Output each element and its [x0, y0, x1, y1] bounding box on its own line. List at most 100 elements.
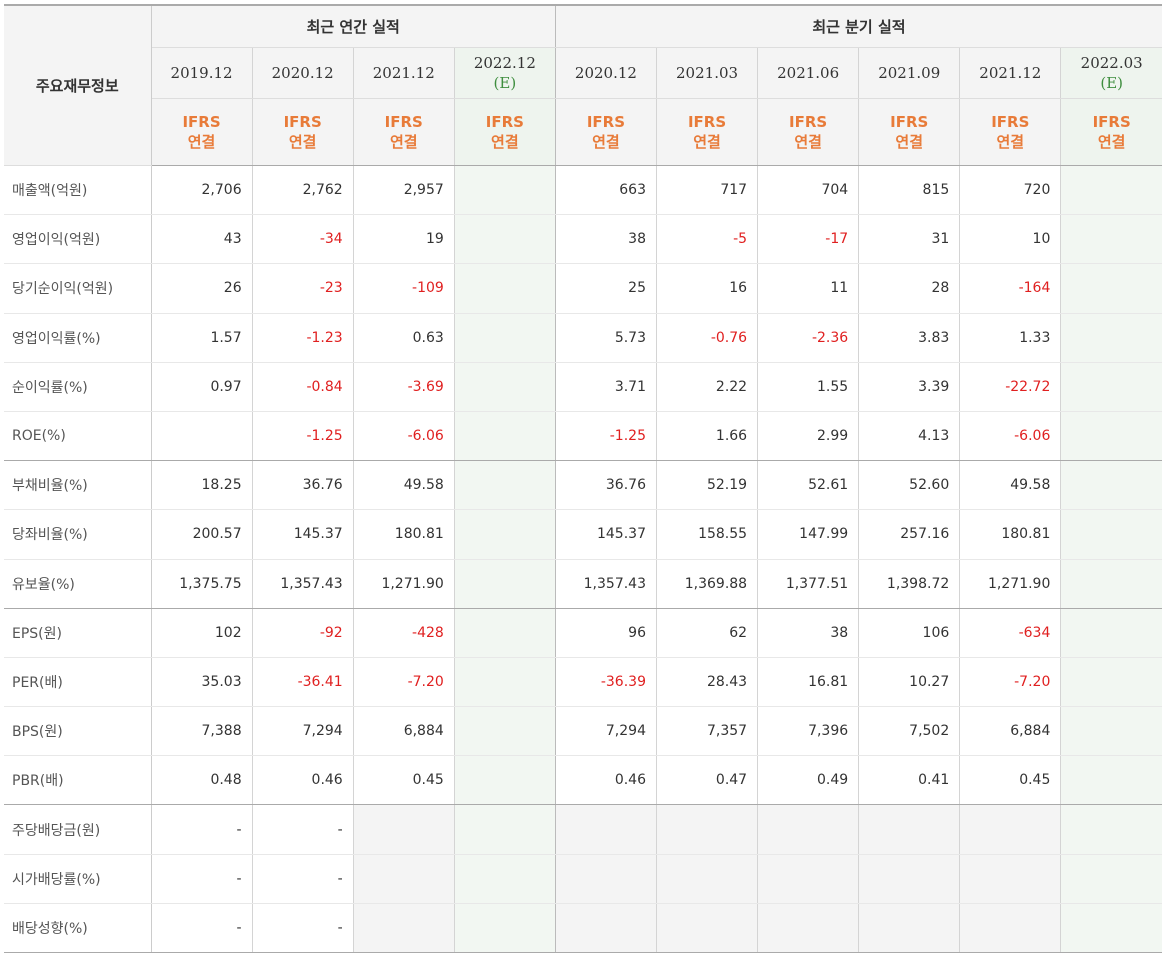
basis-scope: 연결 — [996, 133, 1025, 151]
data-cell — [453, 460, 556, 511]
basis-standard: IFRS — [687, 113, 727, 131]
data-cell — [757, 903, 859, 954]
table-row: 부채비율(%) 18.25 36.76 49.58 36.76 52.19 52.61 52.… — [4, 460, 1162, 511]
data-cell — [554, 804, 657, 855]
basis-header: IFRS 연결 — [1060, 98, 1162, 166]
data-cell: 1,398.72 — [858, 559, 960, 609]
table-row: 주당배당금(원) - - — [4, 804, 1162, 855]
data-cell: 52.60 — [858, 460, 960, 511]
data-cell: 0.47 — [655, 755, 758, 806]
data-cell: -1.25 — [251, 411, 354, 462]
period-header: 2022.03 (E) — [1060, 47, 1162, 99]
basis-header: IFRS 연결 — [655, 98, 758, 166]
data-cell — [1060, 263, 1162, 314]
financial-summary-table: 주요재무정보 최근 연간 실적 최근 분기 실적 2019.12 2020.12 2… — [4, 4, 1162, 954]
basis-header: IFRS 연결 — [453, 98, 556, 166]
basis-scope: 연결 — [389, 133, 418, 151]
data-cell — [1060, 362, 1162, 412]
data-cell: 35.03 — [151, 657, 253, 708]
data-cell: -2.36 — [757, 313, 859, 363]
basis-standard: IFRS — [182, 113, 221, 131]
period-header-row: 2019.12 2020.12 2021.12 2022.12 (E) 2020.12 20… — [4, 47, 1162, 99]
data-cell — [959, 804, 1061, 855]
data-cell: -6.06 — [352, 411, 455, 462]
table-row: PBR(배) 0.48 0.46 0.45 0.46 0.47 0.49 0.41 0.45 — [4, 755, 1162, 806]
data-cell: 52.19 — [655, 460, 758, 511]
estimate-mark: (E) — [493, 74, 517, 92]
period-header: 2021.03 — [655, 47, 758, 99]
data-cell — [1060, 854, 1162, 904]
basis-header: IFRS 연결 — [757, 98, 859, 166]
data-cell: 0.49 — [757, 755, 859, 806]
data-cell: 717 — [655, 165, 758, 216]
data-cell: 36.76 — [554, 460, 657, 511]
data-cell: 38 — [554, 214, 657, 265]
data-cell: -36.39 — [554, 657, 657, 708]
data-cell — [453, 903, 556, 954]
data-cell: 1,271.90 — [959, 559, 1061, 609]
data-cell: 106 — [858, 608, 960, 658]
basis-header: IFRS 연결 — [352, 98, 455, 166]
data-cell — [1060, 903, 1162, 954]
data-cell: -0.84 — [251, 362, 354, 412]
row-label: 순이익률(%) — [4, 362, 152, 412]
data-cell: 10 — [959, 214, 1061, 265]
data-cell: - — [151, 854, 253, 904]
data-cell — [352, 804, 455, 855]
basis-scope: 연결 — [693, 133, 721, 151]
data-cell: 2,706 — [151, 165, 253, 216]
data-cell — [453, 804, 556, 855]
basis-standard: IFRS — [789, 113, 828, 131]
data-cell — [554, 903, 657, 954]
data-cell: -1.25 — [554, 411, 657, 462]
data-cell: -17 — [757, 214, 859, 265]
row-label: 당기순이익(억원) — [4, 263, 152, 314]
data-cell: - — [151, 804, 253, 855]
data-cell — [453, 214, 556, 265]
row-label: 배당성향(%) — [4, 903, 152, 954]
row-label: 부채비율(%) — [4, 460, 152, 511]
table-row: 영업이익(억원) 43 -34 19 38 -5 -17 31 10 — [4, 214, 1162, 265]
data-cell: -7.20 — [352, 657, 455, 708]
row-label: 당좌비율(%) — [4, 509, 152, 560]
row-label: 유보율(%) — [4, 559, 152, 609]
data-cell — [453, 559, 556, 609]
table-row: 당기순이익(억원) 26 -23 -109 25 16 11 28 -164 — [4, 263, 1162, 314]
data-cell — [1060, 460, 1162, 511]
data-cell: 2.99 — [757, 411, 859, 462]
table-row: 배당성향(%) - - — [4, 903, 1162, 954]
data-cell: 7,357 — [655, 706, 758, 757]
data-cell: 704 — [757, 165, 859, 216]
data-cell: 2.22 — [655, 362, 758, 412]
data-cell: 145.37 — [251, 509, 354, 560]
data-cell: 1,375.75 — [151, 559, 253, 609]
data-cell: 1.57 — [151, 313, 253, 363]
period-header: 2021.12 — [352, 47, 455, 99]
basis-scope: 연결 — [592, 133, 620, 151]
data-cell — [655, 903, 758, 954]
basis-header: IFRS 연결 — [858, 98, 960, 166]
data-cell: -34 — [251, 214, 354, 265]
data-cell: -23 — [251, 263, 354, 314]
data-cell: -3.69 — [352, 362, 455, 412]
data-cell: -22.72 — [959, 362, 1061, 412]
row-label: 매출액(억원) — [4, 165, 152, 216]
data-cell — [655, 804, 758, 855]
estimate-mark: (E) — [1100, 74, 1123, 92]
data-cell: -1.23 — [251, 313, 354, 363]
data-cell: 49.58 — [959, 460, 1061, 511]
data-cell: -109 — [352, 263, 455, 314]
data-cell: -634 — [959, 608, 1061, 658]
data-cell — [453, 854, 556, 904]
data-cell: 62 — [655, 608, 758, 658]
table-title: 주요재무정보 — [4, 4, 152, 166]
basis-scope: 연결 — [288, 133, 317, 151]
data-cell: 18.25 — [151, 460, 253, 511]
data-cell — [1060, 313, 1162, 363]
data-cell — [1060, 165, 1162, 216]
data-cell: 96 — [554, 608, 657, 658]
data-cell — [453, 362, 556, 412]
basis-scope: 연결 — [895, 133, 924, 151]
data-cell: 180.81 — [352, 509, 455, 560]
data-cell: 1,357.43 — [554, 559, 657, 609]
